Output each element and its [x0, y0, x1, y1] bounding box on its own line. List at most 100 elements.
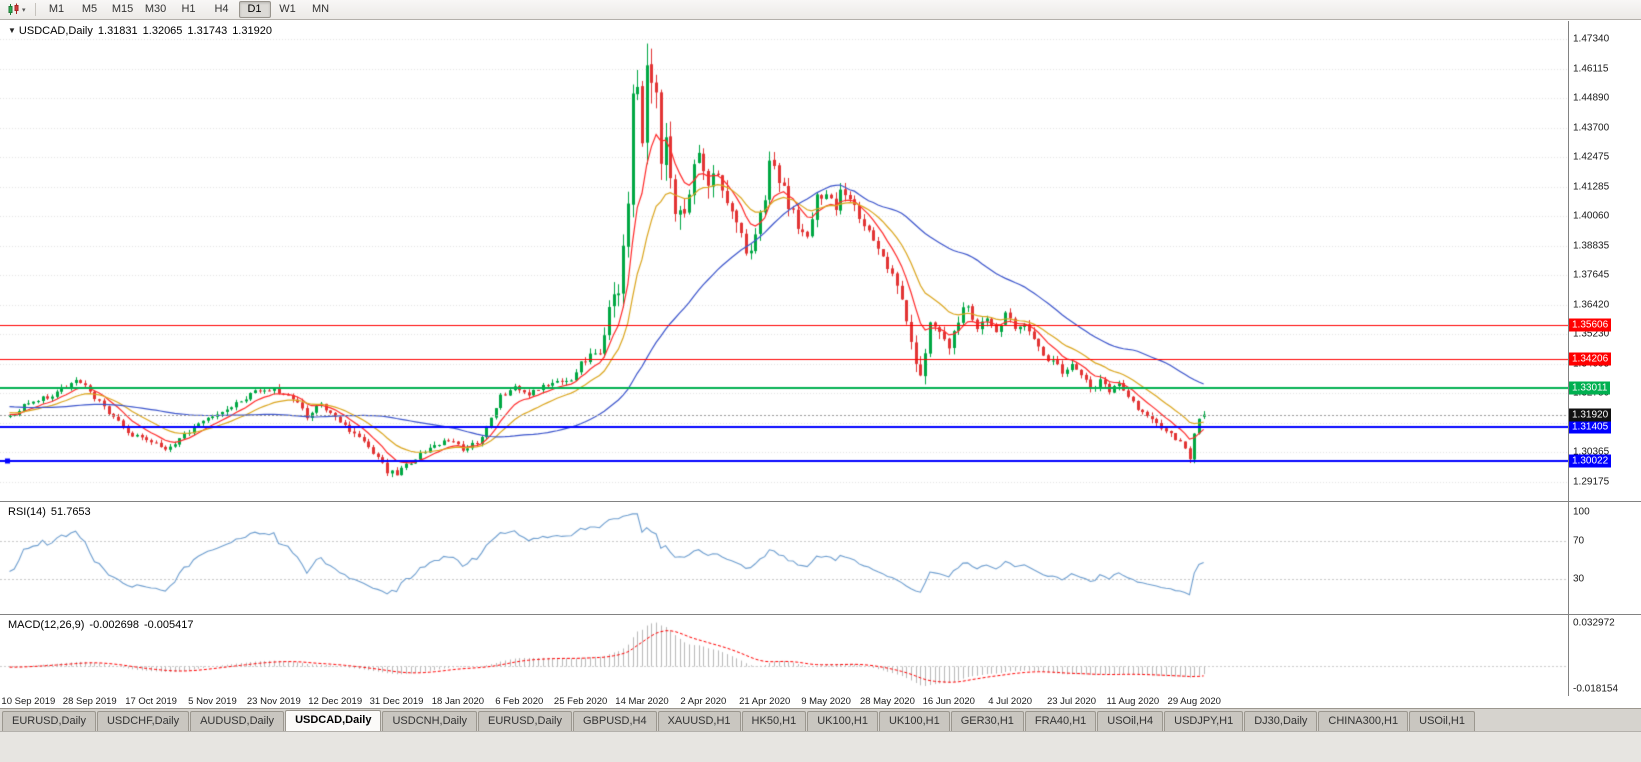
- axis-tick-label: 1.41285: [1573, 181, 1610, 192]
- axis-tick-label: 70: [1573, 535, 1585, 547]
- axis-tick-label: 1.42475: [1573, 151, 1610, 163]
- chart-title: ▼ USDCAD,Daily 1.31831 1.32065 1.31743 1.3192…: [8, 25, 272, 37]
- time-axis-label: 31 Dec 2019: [369, 696, 424, 707]
- price-chart-canvas[interactable]: [0, 21, 1568, 501]
- ohlc-close: 1.31920: [232, 25, 272, 37]
- time-axis-label: 11 Aug 2020: [1106, 696, 1160, 707]
- ohlc-open: 1.31831: [97, 25, 138, 37]
- chart-context-icon: ▼: [8, 26, 16, 35]
- chart-tab[interactable]: CHINA300,H1: [1318, 711, 1409, 731]
- chart-tab[interactable]: XAUUSD,H1: [657, 711, 741, 731]
- time-axis-label: 28 May 2020: [859, 696, 915, 707]
- axis-tick-label: -0.018154: [1573, 683, 1619, 695]
- axis-tick-label: 1.36420: [1573, 299, 1610, 310]
- dropdown-caret-icon: ▾: [22, 6, 26, 14]
- rsi-value: 51.7653: [50, 506, 91, 518]
- axis-price-tag: 1.33011: [1569, 381, 1611, 395]
- price-axis[interactable]: 1.47340 1.46115 1.44890 1.43700 1.42475 1.412…: [1568, 21, 1641, 501]
- rsi-canvas[interactable]: [0, 502, 1568, 614]
- macd-name: MACD(12,26,9): [8, 619, 85, 631]
- axis-price-tag: 1.31405: [1569, 420, 1612, 434]
- time-axis-label: 28 Sep 2019: [62, 696, 117, 707]
- time-axis-label: 16 Jun 2020: [922, 696, 975, 707]
- time-axis-label: 23 Jul 2020: [1046, 696, 1097, 707]
- timeframe-button-mn[interactable]: MN: [311, 3, 330, 15]
- time-axis-label: 6 Feb 2020: [495, 696, 544, 707]
- axis-price-tag: 1.35606: [1569, 318, 1612, 332]
- axis-tick-label: 1.43700: [1573, 122, 1610, 133]
- axis-tick-label: 1.47340: [1573, 33, 1610, 45]
- timeframe-button-d1[interactable]: D1: [238, 1, 271, 18]
- chart-tab[interactable]: USDJPY,H1: [1164, 711, 1244, 731]
- axis-tick-label: 1.35230: [1573, 328, 1610, 340]
- chart-tab[interactable]: USDCNH,Daily: [382, 711, 478, 731]
- panel-resize-handle[interactable]: [0, 501, 1641, 502]
- axis-tick-label: 1.38835: [1573, 240, 1610, 251]
- price-panel: ▼ USDCAD,Daily 1.31831 1.32065 1.31743 1.3192…: [0, 21, 1641, 501]
- timeframe-button-h1[interactable]: H1: [181, 3, 196, 15]
- rsi-name: RSI(14): [8, 506, 46, 518]
- chart-tab[interactable]: USOil,H4: [1097, 711, 1164, 731]
- macd-signal-value: -0.005417: [143, 619, 194, 631]
- chart-tab[interactable]: UK100,H1: [807, 711, 878, 731]
- time-axis-label: 9 May 2020: [801, 696, 851, 707]
- axis-tick-label: 30: [1573, 573, 1585, 585]
- time-axis-label: 10 Sep 2019: [1, 696, 56, 707]
- axis-tick-label: 100: [1573, 506, 1590, 518]
- chart-tab[interactable]: HK50,H1: [741, 711, 807, 731]
- time-axis-label: 5 Nov 2019: [188, 696, 237, 707]
- chart-tab[interactable]: USOil,H1: [1409, 711, 1475, 731]
- macd-axis[interactable]: 0.032972 -0.018154: [1568, 615, 1641, 696]
- time-axis-label: 4 Jul 2020: [988, 696, 1033, 707]
- chart-tab[interactable]: USDCHF,Daily: [96, 711, 190, 731]
- rsi-axis[interactable]: 100 70 30: [1568, 502, 1641, 614]
- chart-tab[interactable]: FRA40,H1: [1024, 711, 1097, 731]
- candlestick-chart-icon: [8, 3, 19, 15]
- axis-price-tag: 1.34206: [1569, 352, 1612, 366]
- macd-label: MACD(12,26,9) -0.002698 -0.005417: [8, 619, 194, 631]
- chart-tab[interactable]: UK100,H1: [878, 711, 950, 731]
- axis-tick-label: 1.46115: [1573, 63, 1609, 74]
- chart-tab[interactable]: EURUSD,Daily: [478, 711, 572, 731]
- time-axis-label: 29 Aug 2020: [1167, 696, 1221, 707]
- chart-tabs-bar: EURUSD,Daily USDCHF,Daily AUDUSD,Daily USDC…: [0, 708, 1641, 731]
- timeframe-button-w1[interactable]: W1: [279, 3, 296, 15]
- time-axis-label: 14 Mar 2020: [615, 696, 669, 707]
- time-axis[interactable]: 10 Sep 2019 28 Sep 2019 17 Oct 2019 5 Nov 2…: [0, 696, 1568, 708]
- chart-tab[interactable]: GBPUSD,H4: [573, 711, 657, 731]
- macd-panel: MACD(12,26,9) -0.002698 -0.005417 0.032972…: [0, 615, 1641, 696]
- chart-tab[interactable]: GER30,H1: [950, 711, 1024, 731]
- axis-tick-label: 1.29175: [1573, 476, 1610, 487]
- rsi-panel: RSI(14) 51.7653 100 70 30: [0, 502, 1641, 614]
- timeframe-button-m5[interactable]: M5: [81, 3, 98, 15]
- macd-canvas[interactable]: [0, 615, 1568, 696]
- panel-resize-handle[interactable]: [0, 614, 1641, 615]
- time-axis-label: 18 Jan 2020: [431, 696, 485, 707]
- axis-tick-label: 1.44890: [1573, 92, 1610, 104]
- axis-tick-label: 1.37645: [1573, 269, 1610, 281]
- chart-type-dropdown-button[interactable]: ▾: [3, 0, 30, 19]
- axis-price-tag: 1.30022: [1569, 454, 1612, 468]
- time-axis-label: 17 Oct 2019: [125, 696, 177, 707]
- chart-symbol-period: USDCAD,Daily: [18, 25, 93, 37]
- time-axis-label: 2 Apr 2020: [680, 696, 727, 707]
- timeframe-button-m1[interactable]: M1: [48, 3, 65, 15]
- timeframe-button-m30[interactable]: M30: [144, 3, 167, 15]
- timeframe-button-h4[interactable]: H4: [214, 3, 229, 15]
- time-axis-label: 12 Dec 2019: [308, 696, 363, 707]
- timeframe-button-m15[interactable]: M15: [111, 3, 134, 15]
- axis-tick-label: 1.30365: [1573, 446, 1610, 458]
- ohlc-low: 1.31743: [187, 25, 228, 37]
- chart-tab[interactable]: AUDUSD,Daily: [190, 711, 285, 731]
- toolbar-separator: [34, 3, 36, 16]
- chart-tab[interactable]: EURUSD,Daily: [2, 711, 96, 731]
- chart-region: ▼ USDCAD,Daily 1.31831 1.32065 1.31743 1.3192…: [0, 21, 1641, 708]
- status-bar: [0, 731, 1641, 762]
- chart-toolbar: ▾ M1 M5 M15 M30 H1 H4 D1 W1 MN: [0, 0, 1641, 20]
- chart-tab[interactable]: USDCAD,Daily: [285, 710, 382, 731]
- ohlc-high: 1.32065: [142, 25, 183, 37]
- timeframe-buttons: M1 M5 M15 M30 H1 H4 D1 W1 MN: [41, 1, 337, 18]
- axis-price-tag: 1.31920: [1569, 408, 1612, 422]
- chart-tab[interactable]: DJ30,Daily: [1244, 711, 1318, 731]
